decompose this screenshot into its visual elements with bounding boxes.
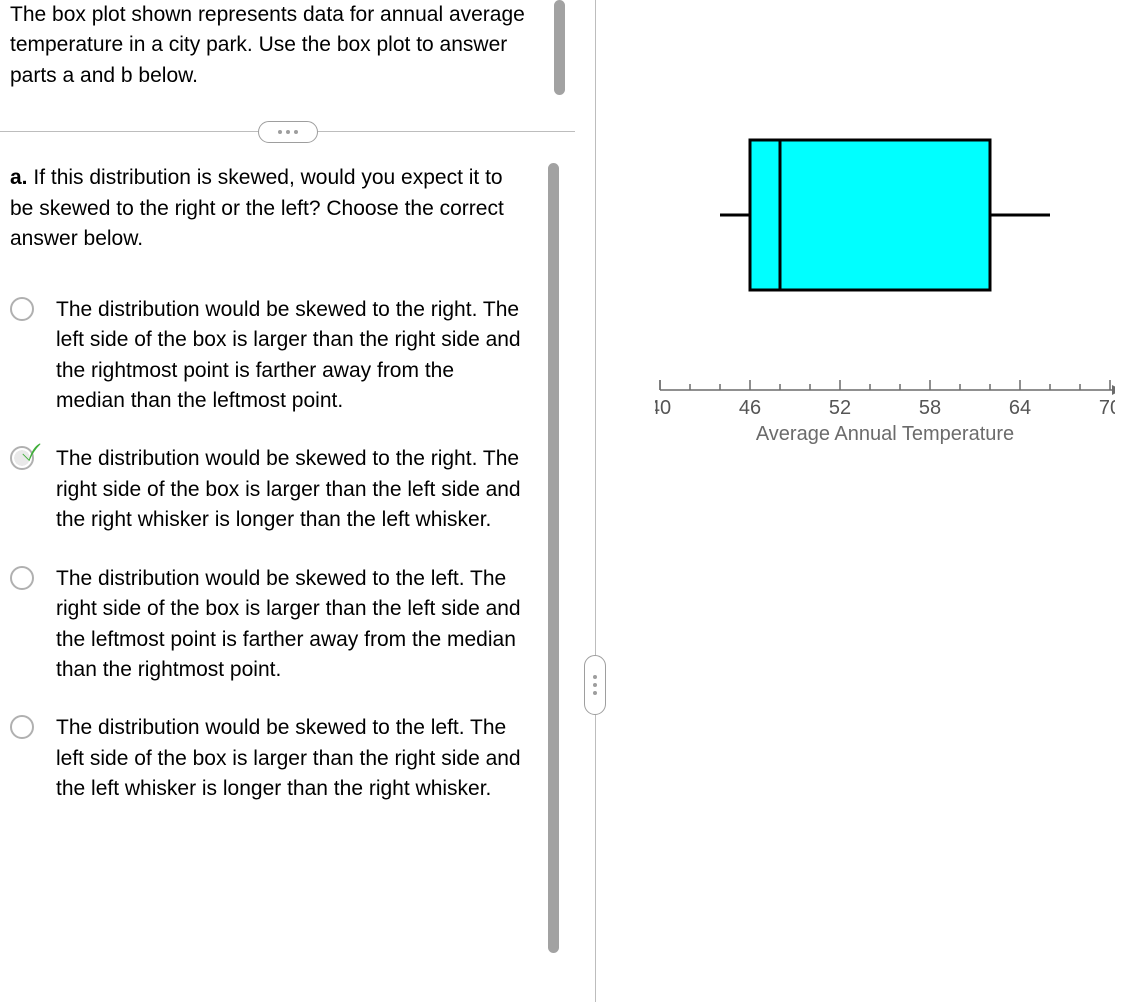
choice-3-text: The distribution would be skewed to the … <box>56 713 525 804</box>
question-prompt: a. If this distribution is skewed, would… <box>10 163 525 254</box>
check-icon <box>20 442 42 464</box>
boxplot-svg: 40 46 52 58 64 70 Average Annual Temperature <box>655 130 1115 460</box>
boxplot-chart: 404652586470Average Annual Temperature <box>655 130 1105 460</box>
svg-text:Average Annual Temperature: Average Annual Temperature <box>756 423 1014 445</box>
svg-text:52: 52 <box>829 397 851 419</box>
horizontal-divider <box>10 121 565 123</box>
horizontal-divider-handle[interactable] <box>258 121 318 143</box>
choice-2[interactable]: The distribution would be skewed to the … <box>10 564 525 686</box>
svg-text:58: 58 <box>919 397 941 419</box>
question-label: a. <box>10 166 28 189</box>
choice-3[interactable]: The distribution would be skewed to the … <box>10 713 525 804</box>
choice-2-text: The distribution would be skewed to the … <box>56 564 525 686</box>
choice-2-radio[interactable] <box>10 566 34 590</box>
choices-list: The distribution would be skewed to the … <box>10 295 525 805</box>
main-container: The box plot shown represents data for a… <box>0 0 1132 1002</box>
choice-0-text: The distribution would be skewed to the … <box>56 295 525 417</box>
choice-0-radio[interactable] <box>10 297 34 321</box>
choice-1-radio[interactable] <box>10 446 34 470</box>
choice-1-text: The distribution would be skewed to the … <box>56 444 525 535</box>
question-text: If this distribution is skewed, would yo… <box>10 166 504 250</box>
intro-text: The box plot shown represents data for a… <box>10 0 535 91</box>
intro-block: The box plot shown represents data for a… <box>10 0 565 91</box>
choice-0[interactable]: The distribution would be skewed to the … <box>10 295 525 417</box>
intro-scrollbar-thumb[interactable] <box>554 0 565 95</box>
right-pane: 40 46 52 58 64 70 Average Annual Temperature <box>595 0 1132 1002</box>
svg-text:46: 46 <box>739 397 761 419</box>
choice-3-radio[interactable] <box>10 715 34 739</box>
svg-text:40: 40 <box>655 397 671 419</box>
question-scrollbar-thumb[interactable] <box>548 163 559 953</box>
choice-1[interactable]: The distribution would be skewed to the … <box>10 444 525 535</box>
svg-text:70: 70 <box>1099 397 1115 419</box>
left-pane: The box plot shown represents data for a… <box>0 0 595 1002</box>
question-block: a. If this distribution is skewed, would… <box>10 163 565 804</box>
svg-text:64: 64 <box>1009 397 1031 419</box>
